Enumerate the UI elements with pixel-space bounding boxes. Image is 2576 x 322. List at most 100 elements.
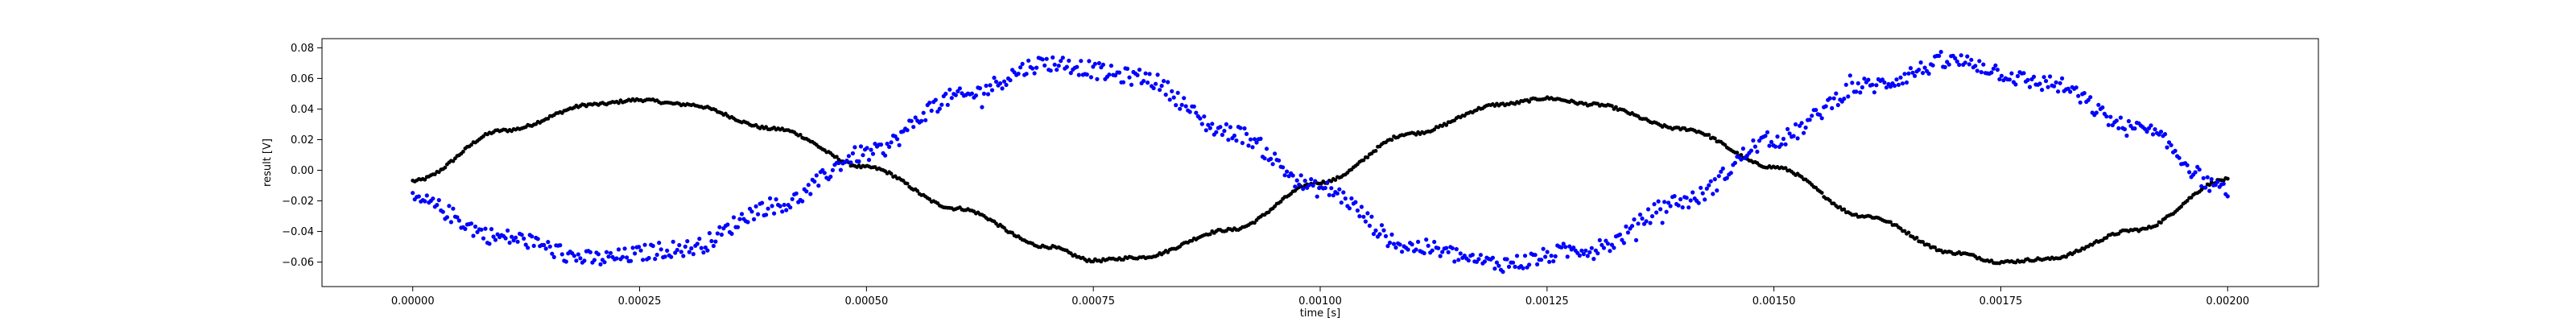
data-point xyxy=(929,108,934,114)
data-point xyxy=(530,234,535,239)
data-point xyxy=(1937,53,1942,58)
data-point xyxy=(1906,230,1911,235)
data-point xyxy=(1514,254,1520,258)
data-point xyxy=(905,181,910,186)
data-point xyxy=(542,242,547,247)
data-point xyxy=(1856,80,1860,86)
data-point xyxy=(2122,126,2127,132)
data-point xyxy=(1466,258,1471,263)
data-point xyxy=(2066,86,2070,91)
data-point xyxy=(1285,169,1290,174)
data-point xyxy=(1125,66,1130,71)
data-point xyxy=(2048,74,2053,79)
data-point xyxy=(1496,263,1501,268)
data-point xyxy=(1167,97,1172,102)
data-point xyxy=(1605,242,1610,246)
data-point xyxy=(1724,175,1729,180)
data-point xyxy=(919,118,924,123)
data-point xyxy=(582,258,587,263)
data-point xyxy=(1791,134,1796,138)
data-point xyxy=(1765,130,1770,134)
data-point xyxy=(768,196,773,200)
data-point xyxy=(804,189,809,194)
data-point xyxy=(1719,169,1724,174)
series-0 xyxy=(411,95,2230,266)
data-point xyxy=(550,251,555,256)
data-point xyxy=(2054,80,2058,85)
data-point xyxy=(638,248,643,253)
data-point xyxy=(1293,184,1298,189)
data-point xyxy=(1989,70,1994,75)
data-point xyxy=(717,225,722,229)
data-point xyxy=(435,203,440,208)
data-point xyxy=(1327,192,1331,197)
data-point xyxy=(1183,104,1188,109)
data-point xyxy=(1654,210,1659,215)
data-point xyxy=(1179,102,1184,107)
data-point xyxy=(921,110,926,115)
data-point xyxy=(1585,254,1590,258)
data-point xyxy=(1979,70,1984,75)
data-point xyxy=(1549,254,1554,258)
data-point xyxy=(2207,188,2212,193)
data-point xyxy=(1842,97,1847,101)
data-point xyxy=(1561,242,1566,246)
data-point xyxy=(1253,221,1257,225)
data-point xyxy=(1794,122,1798,127)
data-point xyxy=(1030,66,1035,71)
data-point xyxy=(2153,127,2157,132)
data-point xyxy=(1614,105,1618,109)
data-point xyxy=(1608,249,1612,254)
data-point xyxy=(510,234,514,239)
data-point xyxy=(1888,85,1893,89)
data-point xyxy=(1244,131,1249,136)
data-point xyxy=(1129,82,1134,87)
data-point xyxy=(1551,258,1556,264)
x-tick-label: 0.00125 xyxy=(1525,295,1569,308)
data-point xyxy=(1787,131,1792,136)
data-point xyxy=(1087,59,1092,64)
data-point xyxy=(992,76,997,80)
data-point xyxy=(1581,252,1586,257)
data-point xyxy=(949,96,954,101)
data-point xyxy=(1494,260,1499,265)
data-point xyxy=(1393,245,1398,250)
data-point xyxy=(1633,237,1639,242)
data-point xyxy=(1175,90,1180,95)
data-point xyxy=(756,212,761,217)
data-point xyxy=(927,101,932,105)
y-tick-label: 0.00 xyxy=(291,165,314,177)
data-point xyxy=(622,246,627,251)
data-point xyxy=(749,209,754,214)
data-point xyxy=(1645,207,1651,212)
data-point xyxy=(1732,160,1737,165)
data-point xyxy=(443,165,448,170)
data-point xyxy=(1818,113,1823,118)
data-point xyxy=(1636,221,1641,226)
data-point xyxy=(663,254,667,259)
data-point xyxy=(1270,162,1275,167)
data-point xyxy=(1700,191,1705,196)
data-point xyxy=(1224,122,1228,126)
data-point xyxy=(800,199,805,204)
data-point xyxy=(1048,68,1053,73)
data-point xyxy=(2124,133,2129,138)
data-point xyxy=(1752,144,1757,149)
data-point xyxy=(1723,142,1728,147)
data-point xyxy=(1059,59,1063,64)
data-point xyxy=(691,252,696,257)
data-point xyxy=(1819,191,1824,195)
data-point xyxy=(1178,106,1183,111)
data-point xyxy=(1369,214,1374,219)
data-point xyxy=(1866,77,1871,82)
data-point xyxy=(745,220,750,225)
x-tick-label: 0.00100 xyxy=(1298,295,1342,308)
data-point xyxy=(423,199,427,204)
data-point xyxy=(836,160,841,166)
data-point xyxy=(764,213,769,217)
data-point xyxy=(1476,257,1481,262)
data-point xyxy=(473,224,478,229)
data-point xyxy=(1171,95,1176,100)
data-point xyxy=(681,254,686,258)
data-point xyxy=(1609,242,1614,247)
